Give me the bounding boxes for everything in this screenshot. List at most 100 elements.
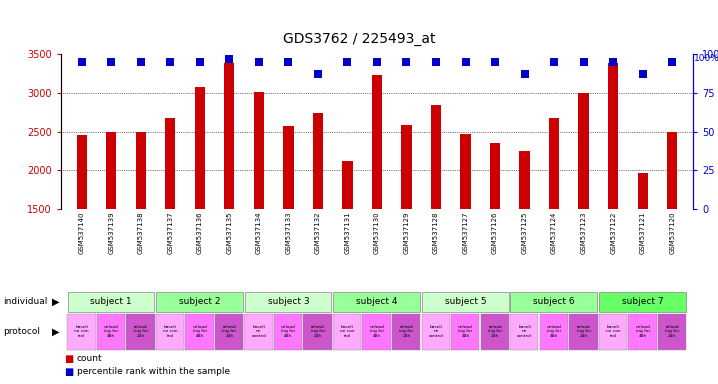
Bar — [599, 314, 627, 350]
Text: reload
ing for
24h: reload ing for 24h — [577, 324, 591, 338]
Text: GSM537125: GSM537125 — [521, 212, 528, 254]
Point — [637, 71, 648, 77]
Text: unload
ing for
48h: unload ing for 48h — [104, 324, 118, 338]
Point — [519, 71, 531, 77]
Bar — [599, 292, 686, 312]
Bar — [333, 292, 420, 312]
Bar — [342, 161, 353, 209]
Text: GSM537129: GSM537129 — [404, 212, 409, 254]
Text: baseli
ne con
trol: baseli ne con trol — [163, 324, 177, 338]
Text: unload
ing for
48h: unload ing for 48h — [635, 324, 650, 338]
Text: baseli
ne con
trol: baseli ne con trol — [75, 324, 89, 338]
Point — [666, 59, 678, 65]
Point — [76, 59, 88, 65]
Bar — [283, 126, 294, 209]
Text: GSM537131: GSM537131 — [345, 212, 350, 254]
Bar — [313, 113, 323, 209]
Text: subject 5: subject 5 — [444, 297, 486, 306]
Bar — [106, 132, 116, 209]
Bar — [185, 314, 214, 350]
Bar — [245, 292, 332, 312]
Bar — [224, 63, 235, 209]
Text: ■: ■ — [65, 354, 74, 364]
Bar — [333, 314, 361, 350]
Text: percentile rank within the sample: percentile rank within the sample — [77, 367, 230, 376]
Bar — [274, 314, 302, 350]
Text: reload
ing for
24h: reload ing for 24h — [665, 324, 679, 338]
Text: GSM537126: GSM537126 — [492, 212, 498, 254]
Point — [371, 59, 383, 65]
Text: GSM537133: GSM537133 — [285, 212, 292, 254]
Bar — [392, 314, 420, 350]
Bar — [608, 63, 618, 209]
Bar — [658, 314, 686, 350]
Point — [283, 59, 294, 65]
Text: baseli
ne
control: baseli ne control — [517, 324, 532, 338]
Point — [549, 59, 560, 65]
Bar — [540, 314, 568, 350]
Point — [106, 59, 117, 65]
Bar — [549, 118, 559, 209]
Text: ▶: ▶ — [52, 327, 60, 337]
Text: GSM537124: GSM537124 — [551, 212, 557, 254]
Text: unload
ing for
48h: unload ing for 48h — [370, 324, 384, 338]
Text: GSM537121: GSM537121 — [640, 212, 645, 254]
Bar — [215, 314, 243, 350]
Bar — [97, 314, 125, 350]
Point — [401, 59, 412, 65]
Bar — [304, 314, 332, 350]
Bar — [431, 105, 441, 209]
Text: GSM537138: GSM537138 — [138, 212, 144, 254]
Text: GSM537128: GSM537128 — [433, 212, 439, 254]
Text: reload
ing for
24h: reload ing for 24h — [488, 324, 502, 338]
Bar — [667, 132, 677, 209]
Text: GSM537120: GSM537120 — [669, 212, 675, 254]
Bar — [67, 292, 154, 312]
Bar — [136, 131, 146, 209]
Text: GSM537123: GSM537123 — [581, 212, 587, 254]
Bar — [253, 93, 264, 209]
Text: protocol: protocol — [4, 328, 41, 336]
Text: GSM537132: GSM537132 — [315, 212, 321, 254]
Text: unload
ing for
48h: unload ing for 48h — [546, 324, 561, 338]
Bar — [480, 314, 509, 350]
Text: unload
ing for
48h: unload ing for 48h — [458, 324, 473, 338]
Point — [194, 59, 205, 65]
Text: reload
ing for
24h: reload ing for 24h — [222, 324, 236, 338]
Bar — [569, 314, 597, 350]
Text: reload
ing for
24h: reload ing for 24h — [399, 324, 414, 338]
Point — [607, 59, 619, 65]
Text: individual: individual — [4, 298, 48, 306]
Text: 100%: 100% — [694, 54, 718, 63]
Bar — [510, 314, 538, 350]
Text: count: count — [77, 354, 103, 363]
Bar — [244, 314, 273, 350]
Text: baseli
ne con
trol: baseli ne con trol — [340, 324, 355, 338]
Point — [460, 59, 471, 65]
Bar — [156, 314, 184, 350]
Bar — [67, 314, 95, 350]
Text: reload
ing for
24h: reload ing for 24h — [134, 324, 148, 338]
Bar — [579, 93, 589, 209]
Bar — [451, 314, 480, 350]
Bar — [156, 292, 243, 312]
Bar — [126, 314, 154, 350]
Point — [135, 59, 146, 65]
Text: subject 4: subject 4 — [356, 297, 398, 306]
Text: subject 7: subject 7 — [622, 297, 663, 306]
Bar — [460, 134, 471, 209]
Text: subject 3: subject 3 — [268, 297, 309, 306]
Text: ■: ■ — [65, 367, 74, 377]
Text: GSM537136: GSM537136 — [197, 212, 202, 254]
Text: GSM537130: GSM537130 — [374, 212, 380, 254]
Bar — [363, 314, 391, 350]
Bar — [628, 314, 656, 350]
Point — [578, 59, 589, 65]
Text: reload
ing for
24h: reload ing for 24h — [311, 324, 325, 338]
Bar — [165, 118, 175, 209]
Point — [342, 59, 353, 65]
Text: GDS3762 / 225493_at: GDS3762 / 225493_at — [283, 32, 435, 46]
Text: unload
ing for
48h: unload ing for 48h — [281, 324, 296, 338]
Text: baseli
ne
control: baseli ne control — [429, 324, 444, 338]
Text: ▶: ▶ — [52, 297, 60, 307]
